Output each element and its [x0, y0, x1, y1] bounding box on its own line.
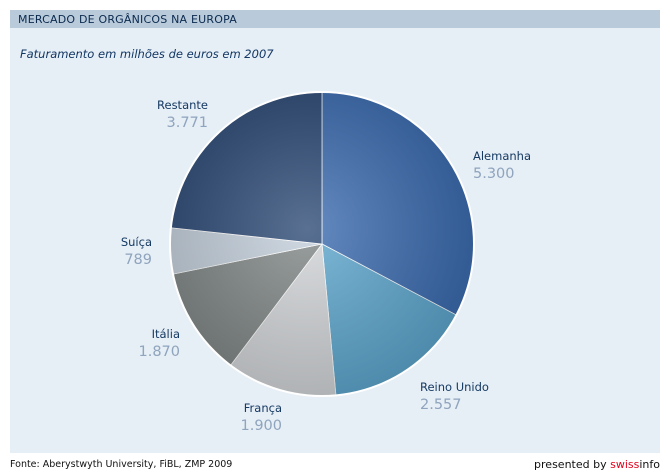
slice-label: Itália	[152, 327, 180, 341]
slice-value: 5.300	[473, 166, 515, 182]
presented-by-credit: presented by swissinfo	[534, 458, 660, 471]
slice-label: Restante	[157, 98, 208, 112]
slice-label: Suíça	[121, 235, 152, 249]
chart-subtitle: Faturamento em milhões de euros em 2007	[20, 47, 274, 61]
chart-title: MERCADO DE ORGÂNICOS NA EUROPA	[18, 13, 237, 26]
slice-value: 2.557	[420, 397, 462, 413]
slice-label: Alemanha	[473, 149, 531, 163]
brand-info: info	[639, 458, 660, 471]
chart-header-bar: MERCADO DE ORGÂNICOS NA EUROPA	[10, 10, 660, 28]
slice-value: 3.771	[166, 115, 208, 131]
presented-by-text: presented by	[534, 458, 611, 471]
slice-value: 1.870	[138, 344, 180, 360]
pie-shading	[170, 92, 474, 396]
slice-label: Reino Unido	[420, 380, 489, 394]
slice-label: França	[244, 401, 282, 415]
slice-value: 1.900	[240, 418, 282, 434]
brand-swiss: swiss	[610, 458, 640, 471]
source-note: Fonte: Aberystwyth University, FiBL, ZMP…	[10, 459, 233, 470]
pie-rim	[169, 91, 475, 397]
slice-value: 789	[124, 252, 152, 268]
